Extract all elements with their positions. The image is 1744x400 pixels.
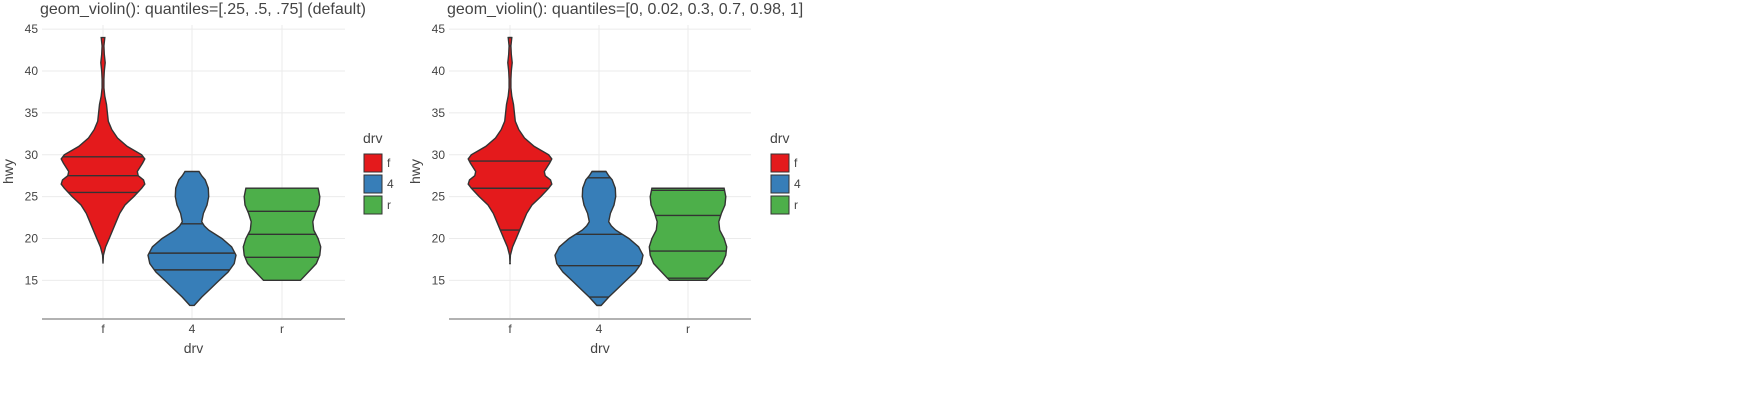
y-tick-label: 15 xyxy=(432,273,446,287)
y-tick-label: 20 xyxy=(432,231,446,245)
legend-label: 4 xyxy=(794,177,801,191)
x-tick-label: 4 xyxy=(596,322,603,336)
x-tick-label: r xyxy=(280,322,284,336)
y-tick-label: 35 xyxy=(432,106,446,120)
x-axis-title: drv xyxy=(590,340,609,356)
y-tick-label: 40 xyxy=(25,64,39,78)
y-tick-label: 40 xyxy=(432,64,446,78)
legend-swatch-4 xyxy=(770,174,790,194)
legend-label: r xyxy=(794,198,798,212)
legend-swatch-f xyxy=(363,153,383,173)
y-tick-label: 35 xyxy=(25,106,39,120)
legend-label: r xyxy=(387,198,391,212)
y-tick-label: 25 xyxy=(25,190,39,204)
legend-swatch-f xyxy=(770,153,790,173)
y-tick-label: 45 xyxy=(432,22,446,36)
legend-swatch-r xyxy=(770,195,790,215)
violin-r xyxy=(648,187,728,281)
chart-title: geom_violin(): quantiles=[.25, .5, .75] … xyxy=(40,1,366,18)
y-tick-label: 30 xyxy=(25,148,39,162)
legend-title: drv xyxy=(770,130,789,146)
chart-panel-1: geom_violin(): quantiles=[.25, .5, .75] … xyxy=(0,1,394,356)
legend-swatch-r xyxy=(363,195,383,215)
chart-panel-2: geom_violin(): quantiles=[0, 0.02, 0.3, … xyxy=(407,1,803,356)
y-tick-label: 15 xyxy=(25,273,39,287)
chart-title: geom_violin(): quantiles=[0, 0.02, 0.3, … xyxy=(447,1,803,18)
x-tick-label: f xyxy=(508,322,512,336)
violin-4 xyxy=(147,170,237,307)
y-axis-title: hwy xyxy=(407,159,423,184)
legend-title: drv xyxy=(363,130,382,146)
x-tick-label: r xyxy=(686,322,690,336)
x-tick-label: 4 xyxy=(189,322,196,336)
legend-label: f xyxy=(387,156,391,170)
x-axis-title: drv xyxy=(184,340,203,356)
legend-label: 4 xyxy=(387,177,394,191)
legend-swatch-4 xyxy=(363,174,383,194)
legend-label: f xyxy=(794,156,798,170)
y-tick-label: 45 xyxy=(25,22,39,36)
y-tick-label: 30 xyxy=(432,148,446,162)
y-tick-label: 25 xyxy=(432,190,446,204)
y-axis-title: hwy xyxy=(0,159,16,184)
x-tick-label: f xyxy=(101,322,105,336)
violin-4 xyxy=(554,170,644,307)
y-tick-label: 20 xyxy=(25,231,39,245)
violin-f xyxy=(60,36,146,264)
